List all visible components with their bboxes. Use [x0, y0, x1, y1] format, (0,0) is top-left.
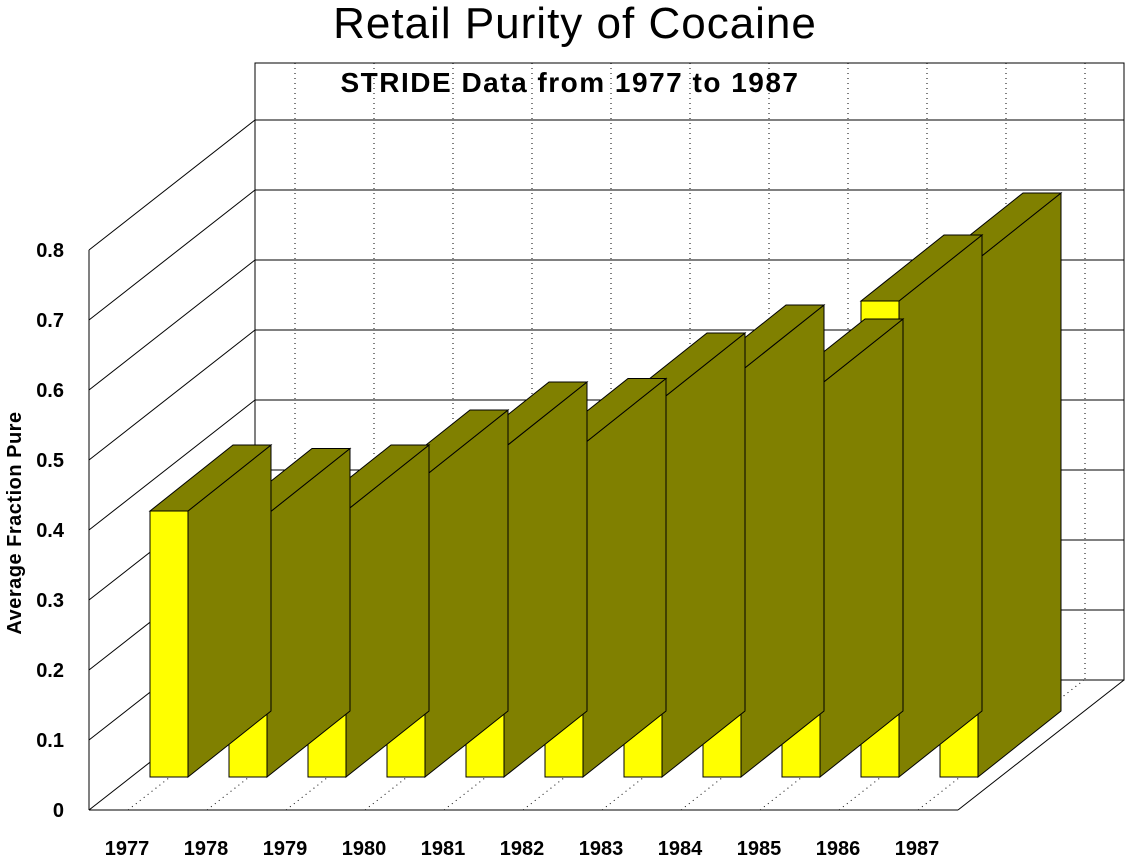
x-tick-label: 1984 — [658, 838, 703, 860]
bar-side — [819, 317, 904, 779]
bars — [148, 191, 1063, 779]
bar-side — [740, 303, 825, 779]
bar-side — [582, 377, 667, 779]
x-tick-label: 1987 — [895, 838, 940, 860]
bar-front — [149, 510, 189, 778]
left-wall-line-0.5 — [88, 329, 256, 461]
y-tick-label: 0.1 — [36, 730, 64, 752]
x-tick-label: 1978 — [184, 838, 229, 860]
x-tick-label: 1980 — [342, 838, 387, 860]
y-tick-label: 0 — [53, 800, 64, 822]
y-tick-label: 0.2 — [36, 660, 64, 682]
x-tick-label: 1983 — [579, 838, 624, 860]
x-tick-label: 1982 — [500, 838, 545, 860]
y-tick-label: 0.3 — [36, 590, 64, 612]
y-axis-label: Average Fraction Pure — [4, 411, 26, 634]
y-tick-label: 0.5 — [36, 450, 64, 472]
x-tick-label: 1985 — [737, 838, 782, 860]
left-wall-line-0.8 — [88, 119, 256, 251]
axis-ticks: 0 0.1 0.2 0.3 0.4 0.5 0.6 0.7 0.8 1977 1978 1979 198… — [36, 240, 939, 860]
y-tick-label: 0.4 — [36, 520, 65, 542]
left-wall-line-0.4 — [88, 399, 256, 531]
x-tick-label: 1977 — [105, 838, 150, 860]
chart-title: Retail Purity of Cocaine — [333, 0, 817, 48]
x-tick-label: 1981 — [421, 838, 466, 860]
left-wall-line-0.6 — [88, 259, 256, 391]
left-wall-line-0.7 — [88, 189, 256, 321]
x-tick-label: 1979 — [263, 838, 308, 860]
bar-side — [898, 233, 983, 779]
y-tick-label: 0.7 — [36, 310, 64, 332]
chart-subtitle: STRIDE Data from 1977 to 1987 — [341, 67, 800, 98]
y-tick-label: 0.8 — [36, 240, 64, 262]
y-tick-label: 0.6 — [36, 380, 64, 402]
bar-side — [661, 331, 746, 779]
x-tick-label: 1986 — [816, 838, 861, 860]
bar-side — [977, 191, 1062, 779]
bar-1977 — [148, 443, 273, 779]
floor-right-edge — [957, 679, 1125, 811]
bar-side — [503, 380, 588, 779]
